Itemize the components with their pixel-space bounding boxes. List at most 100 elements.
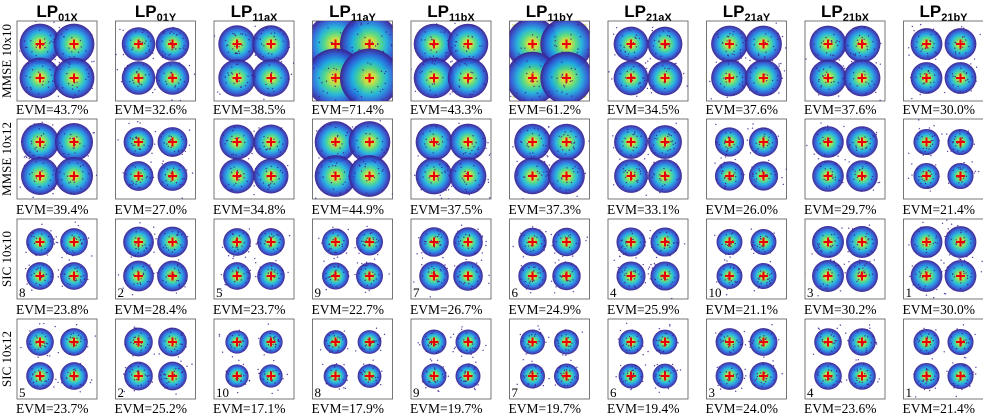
scatter-point	[475, 262, 478, 264]
scatter-point	[655, 236, 658, 238]
scatter-point	[565, 369, 568, 371]
scatter-point	[778, 339, 780, 341]
scatter-point	[377, 376, 379, 379]
scatter-point	[725, 294, 728, 296]
scatter-point	[853, 228, 855, 230]
scatter-point	[431, 62, 433, 64]
scatter-point	[562, 284, 564, 286]
scatter-point	[79, 119, 81, 120]
scatter-point	[649, 229, 651, 232]
scatter-point	[270, 182, 272, 185]
scatter-point	[81, 243, 83, 245]
scatter-point	[974, 77, 977, 79]
scatter-point	[759, 235, 762, 238]
scatter-point	[140, 84, 143, 86]
scatter-point	[451, 46, 453, 49]
scatter-point	[459, 163, 462, 165]
scatter-point	[527, 383, 529, 385]
scatter-point	[957, 167, 960, 169]
evm-label: EVM=24.9%	[509, 302, 581, 317]
scatter-point	[766, 144, 769, 147]
scatter-point	[673, 147, 675, 150]
scatter-point	[156, 272, 158, 274]
scatter-point	[59, 68, 61, 70]
scatter-point	[741, 343, 743, 346]
scatter-point	[232, 32, 234, 35]
scatter-point	[954, 135, 957, 138]
scatter-point	[967, 78, 969, 81]
scatter-point	[44, 144, 46, 146]
scatter-point	[241, 245, 243, 247]
scatter-point	[769, 252, 772, 254]
constellation-marker	[69, 137, 79, 147]
scatter-point	[32, 381, 35, 384]
scatter-point	[29, 86, 32, 89]
scatter-point	[670, 169, 672, 172]
scatter-point	[132, 47, 134, 49]
scatter-point	[481, 45, 483, 47]
scatter-point	[805, 272, 806, 274]
scatter-point	[637, 83, 640, 85]
scatter-point	[838, 370, 841, 372]
scatter-point	[334, 165, 337, 167]
scatter-point	[130, 374, 133, 376]
scatter-point	[848, 260, 850, 263]
scatter-point	[621, 378, 623, 380]
scatter-point	[234, 250, 236, 252]
scatter-point	[259, 242, 262, 244]
scatter-point	[128, 184, 131, 187]
scatter-point	[396, 49, 397, 50]
scatter-point	[953, 267, 955, 269]
scatter-point	[630, 388, 632, 391]
scatter-point	[959, 91, 961, 93]
scatter-point	[737, 268, 739, 270]
scatter-point	[335, 363, 338, 365]
scatter-point	[452, 169, 455, 172]
scatter-point	[858, 267, 860, 270]
constellation-marker	[857, 39, 867, 49]
scatter-point	[767, 264, 770, 267]
scatter-point	[434, 368, 436, 370]
scatter-point	[177, 230, 180, 233]
scatter-point	[75, 278, 77, 280]
scatter-point	[974, 333, 976, 336]
scatter-point	[647, 273, 650, 275]
scatter-point	[973, 58, 976, 60]
evm-label: EVM=19.4%	[607, 401, 679, 416]
scatter-point	[833, 261, 836, 264]
scatter-point	[34, 254, 37, 256]
scatter-point	[907, 47, 910, 49]
scatter-point	[931, 135, 933, 138]
scatter-point	[358, 155, 360, 157]
scatter-point	[924, 285, 926, 287]
scatter-point	[270, 32, 272, 35]
scatter-point	[270, 165, 273, 168]
scatter-point	[752, 123, 754, 125]
scatter-point	[535, 378, 537, 380]
constellation-marker	[35, 137, 45, 147]
scatter-point	[725, 150, 728, 153]
evm-label: EVM=17.9%	[312, 401, 384, 416]
scatter-point	[178, 284, 180, 286]
scatter-point	[164, 377, 166, 380]
scatter-point	[276, 145, 279, 148]
scatter-point	[29, 151, 31, 153]
scatter-point	[366, 284, 369, 287]
scatter-point	[859, 259, 861, 261]
scatter-point	[743, 173, 745, 176]
scatter-point	[720, 157, 722, 159]
constellation-marker	[956, 271, 965, 281]
scatter-point	[288, 46, 291, 49]
scatter-point	[41, 65, 44, 68]
scatter-point	[522, 256, 525, 258]
scatter-point	[172, 167, 175, 169]
evm-label: EVM=43.7%	[16, 102, 88, 117]
scatter-point	[558, 259, 560, 261]
scatter-point	[538, 85, 540, 88]
scatter-point	[165, 347, 167, 349]
scatter-point	[173, 373, 176, 376]
scatter-point	[66, 338, 68, 340]
scatter-point	[191, 363, 193, 365]
scatter-point	[566, 365, 568, 368]
scatter-point	[817, 158, 820, 160]
